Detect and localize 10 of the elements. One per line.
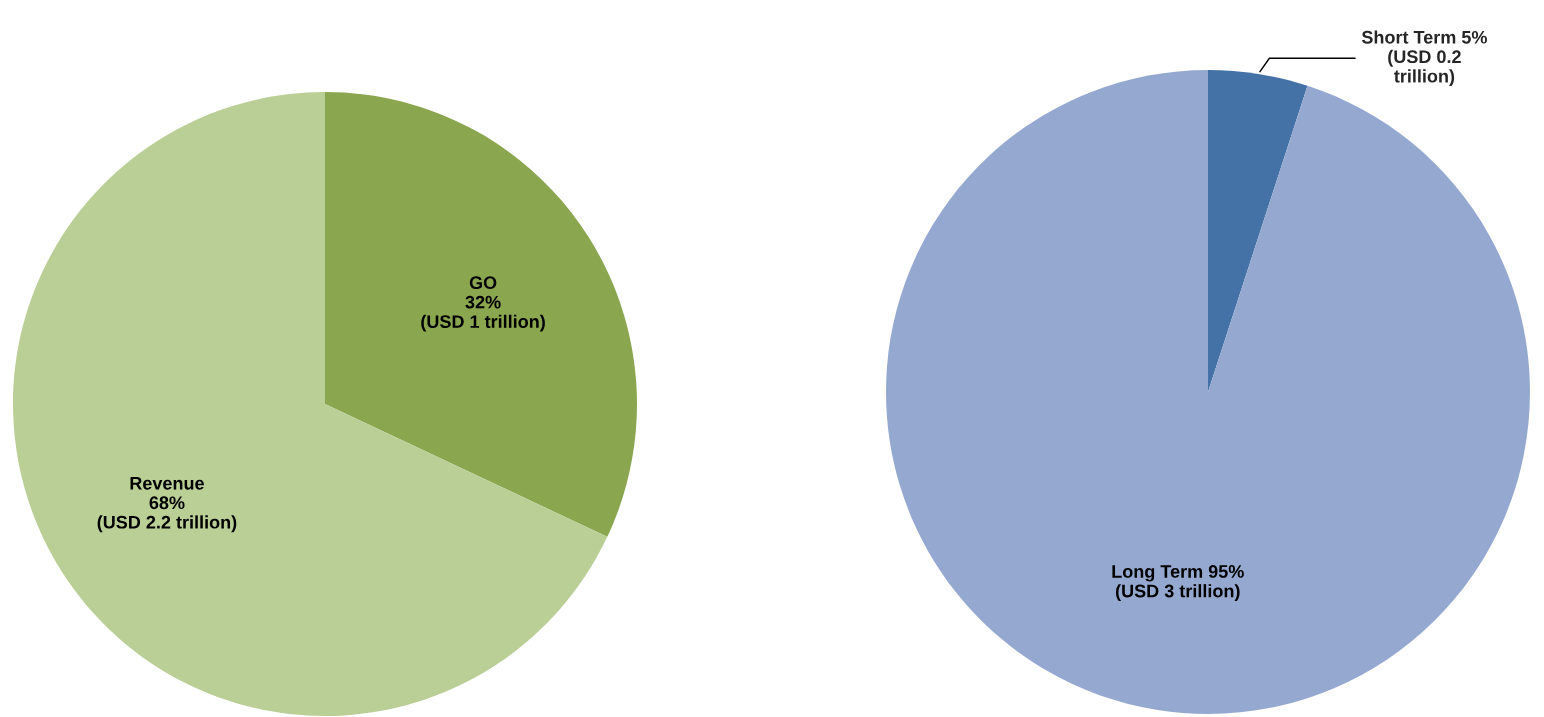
pie-slice (886, 70, 1530, 714)
data-label: 68% (USD 2.2 trillion) (97, 496, 237, 533)
data-label: 32% (USD 1 trillion) (421, 295, 545, 332)
pie-slice (13, 92, 608, 716)
slice-label: Long Term 95% (USD 3 trillion) (1112, 565, 1244, 601)
slice-label: GO (469, 276, 497, 290)
pie-slice (325, 92, 637, 537)
pie-slice (1208, 70, 1308, 392)
slice-label: Revenue (130, 477, 204, 490)
slice-label: Short Term 5% (USD 0.2 trillion) (1361, 30, 1487, 87)
